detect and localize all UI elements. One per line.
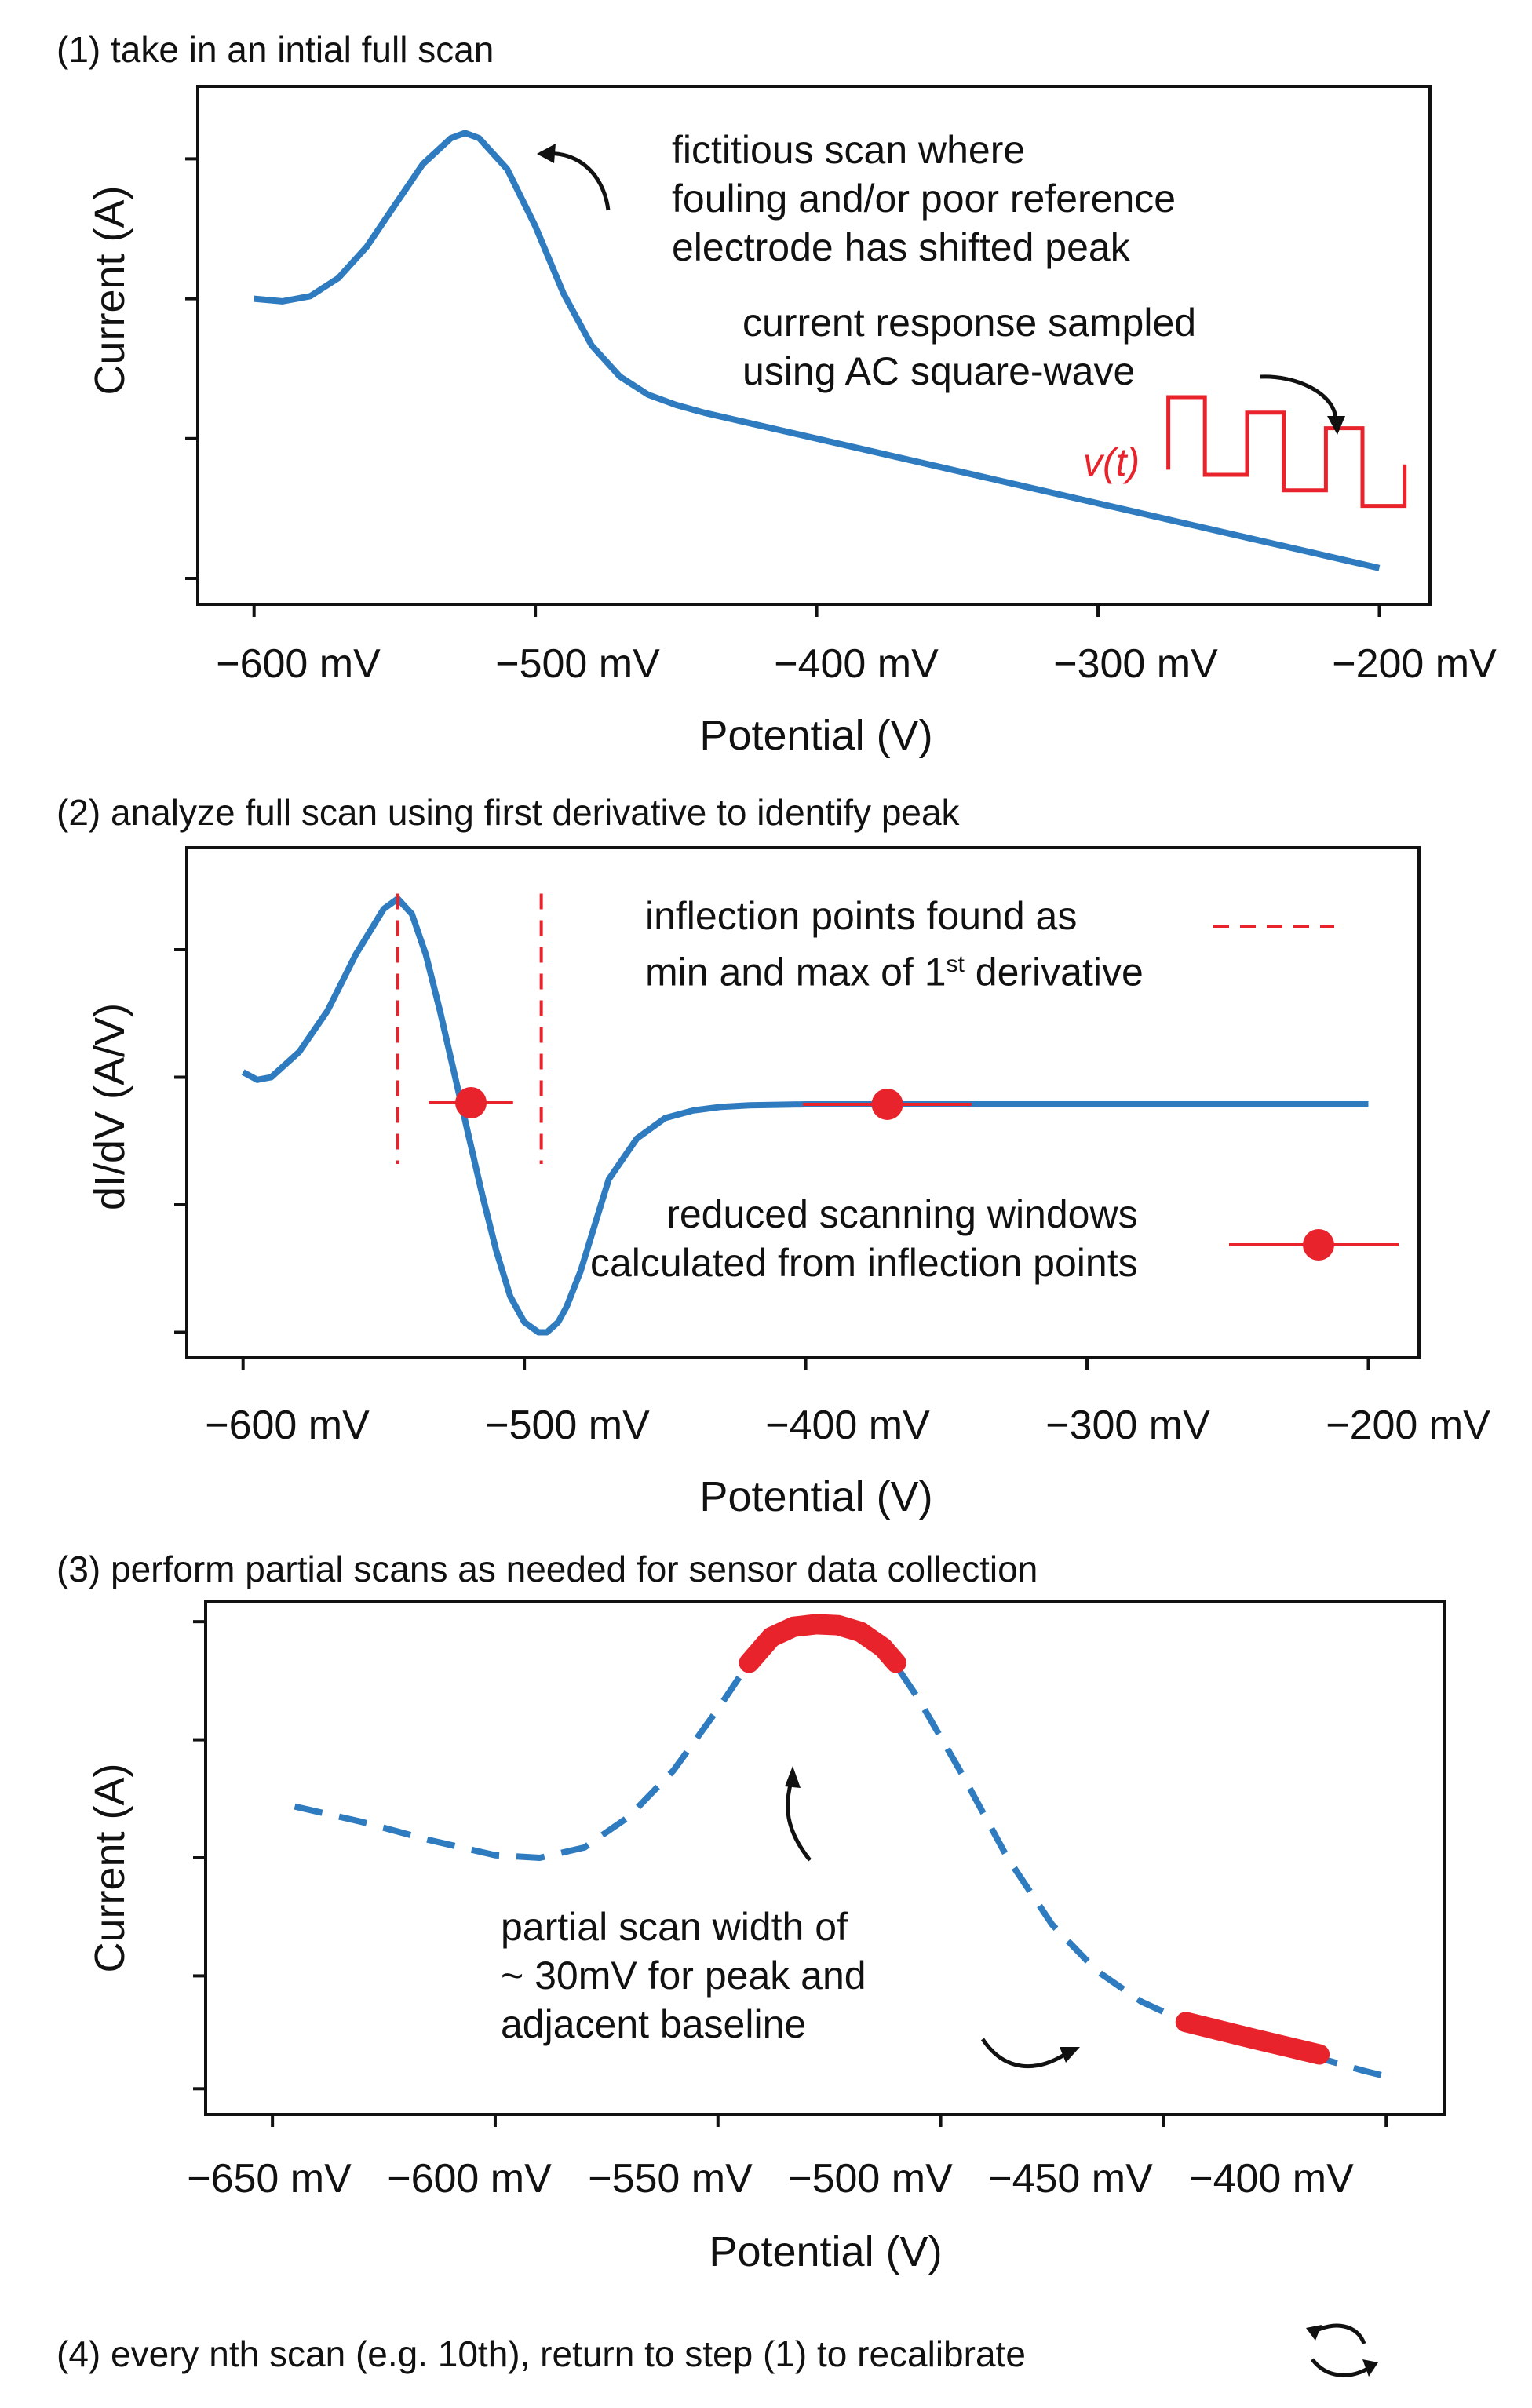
panel3-xtick-label: −500 mV xyxy=(788,2156,953,2202)
arrowhead-icon xyxy=(537,144,556,163)
legend-window-marker xyxy=(1303,1229,1334,1261)
panel2-window-annotation: reduced scanning windows calculated from… xyxy=(590,1192,1138,1285)
arrowhead-icon xyxy=(785,1766,801,1788)
scan-window-center-marker xyxy=(455,1087,487,1118)
inflection-note-superscript: st xyxy=(946,951,965,977)
panel1-xtick-label: −200 mV xyxy=(1332,641,1497,687)
inflection-note-line1: inflection points found as xyxy=(645,894,1078,938)
arrowhead-icon xyxy=(1362,2359,1378,2377)
panel2-caption: (2) analyze full scan using first deriva… xyxy=(57,792,960,833)
panel2-xtick-label: −500 mV xyxy=(485,1403,650,1448)
panel1-vt-label: v(t) xyxy=(1083,440,1140,484)
panel1-peak-annotation: fictitious scan where fouling and/or poo… xyxy=(672,128,1176,269)
panel2-xtick-label: −600 mV xyxy=(205,1403,370,1448)
panel1-frame xyxy=(196,85,1432,606)
scan-window-center-marker xyxy=(871,1088,903,1120)
curved-arrow-icon xyxy=(786,1781,812,1862)
panel2-xtick-label: −400 mV xyxy=(765,1403,930,1448)
panel1-xtick-label: −500 mV xyxy=(495,641,660,687)
panel3-caption: (3) perform partial scans as needed for … xyxy=(57,1549,1038,1589)
curved-arrow-icon xyxy=(980,2038,1066,2069)
panel1-xlabel: Potential (V) xyxy=(699,712,933,759)
panel3-xtick-label: −600 mV xyxy=(387,2156,552,2202)
panel1-sampling-annotation: current response sampled using AC square… xyxy=(742,301,1197,393)
curved-arrow-icon xyxy=(1260,374,1338,420)
step4-caption: (4) every nth scan (e.g. 10th), return t… xyxy=(57,2333,1026,2374)
panel1-scan-curve xyxy=(254,130,1381,571)
panel3-width-annotation: partial scan width of ~ 30mV for peak an… xyxy=(501,1905,866,2046)
panel3-xtick-label: −650 mV xyxy=(187,2156,352,2202)
panel2-inflection-annotation: inflection points found as min and max o… xyxy=(645,892,1144,997)
panel1-xtick-label: −600 mV xyxy=(216,641,381,687)
panel2-xtick-label: −200 mV xyxy=(1326,1403,1490,1448)
panel2-frame xyxy=(185,846,1421,1359)
panel3-xtick-label: −550 mV xyxy=(588,2156,753,2202)
panel1-xtick-label: −400 mV xyxy=(774,641,939,687)
panel3-xtick-label: −450 mV xyxy=(988,2156,1153,2202)
panel1-square-wave xyxy=(1166,395,1407,509)
inflection-note-line2-end: derivative xyxy=(964,950,1144,994)
panel2-xlabel: Potential (V) xyxy=(699,1473,933,1520)
arrowhead-icon xyxy=(1306,2325,1322,2341)
arrowhead-icon xyxy=(1327,416,1345,435)
arrowhead-icon xyxy=(1060,2047,1080,2063)
panel1-xtick-label: −300 mV xyxy=(1053,641,1218,687)
panel1-caption: (1) take in an intial full scan xyxy=(57,29,494,70)
panel3-xlabel: Potential (V) xyxy=(709,2228,943,2275)
cycle-arrow-bottom-icon xyxy=(1311,2358,1372,2377)
panel2-xtick-label: −300 mV xyxy=(1045,1403,1210,1448)
inflection-note-line2: min and max of 1 xyxy=(645,950,947,994)
panel3-peak-window xyxy=(739,1614,906,1673)
panel3-xtick-label: −400 mV xyxy=(1189,2156,1354,2202)
panel3-baseline-window xyxy=(1175,2012,1330,2065)
